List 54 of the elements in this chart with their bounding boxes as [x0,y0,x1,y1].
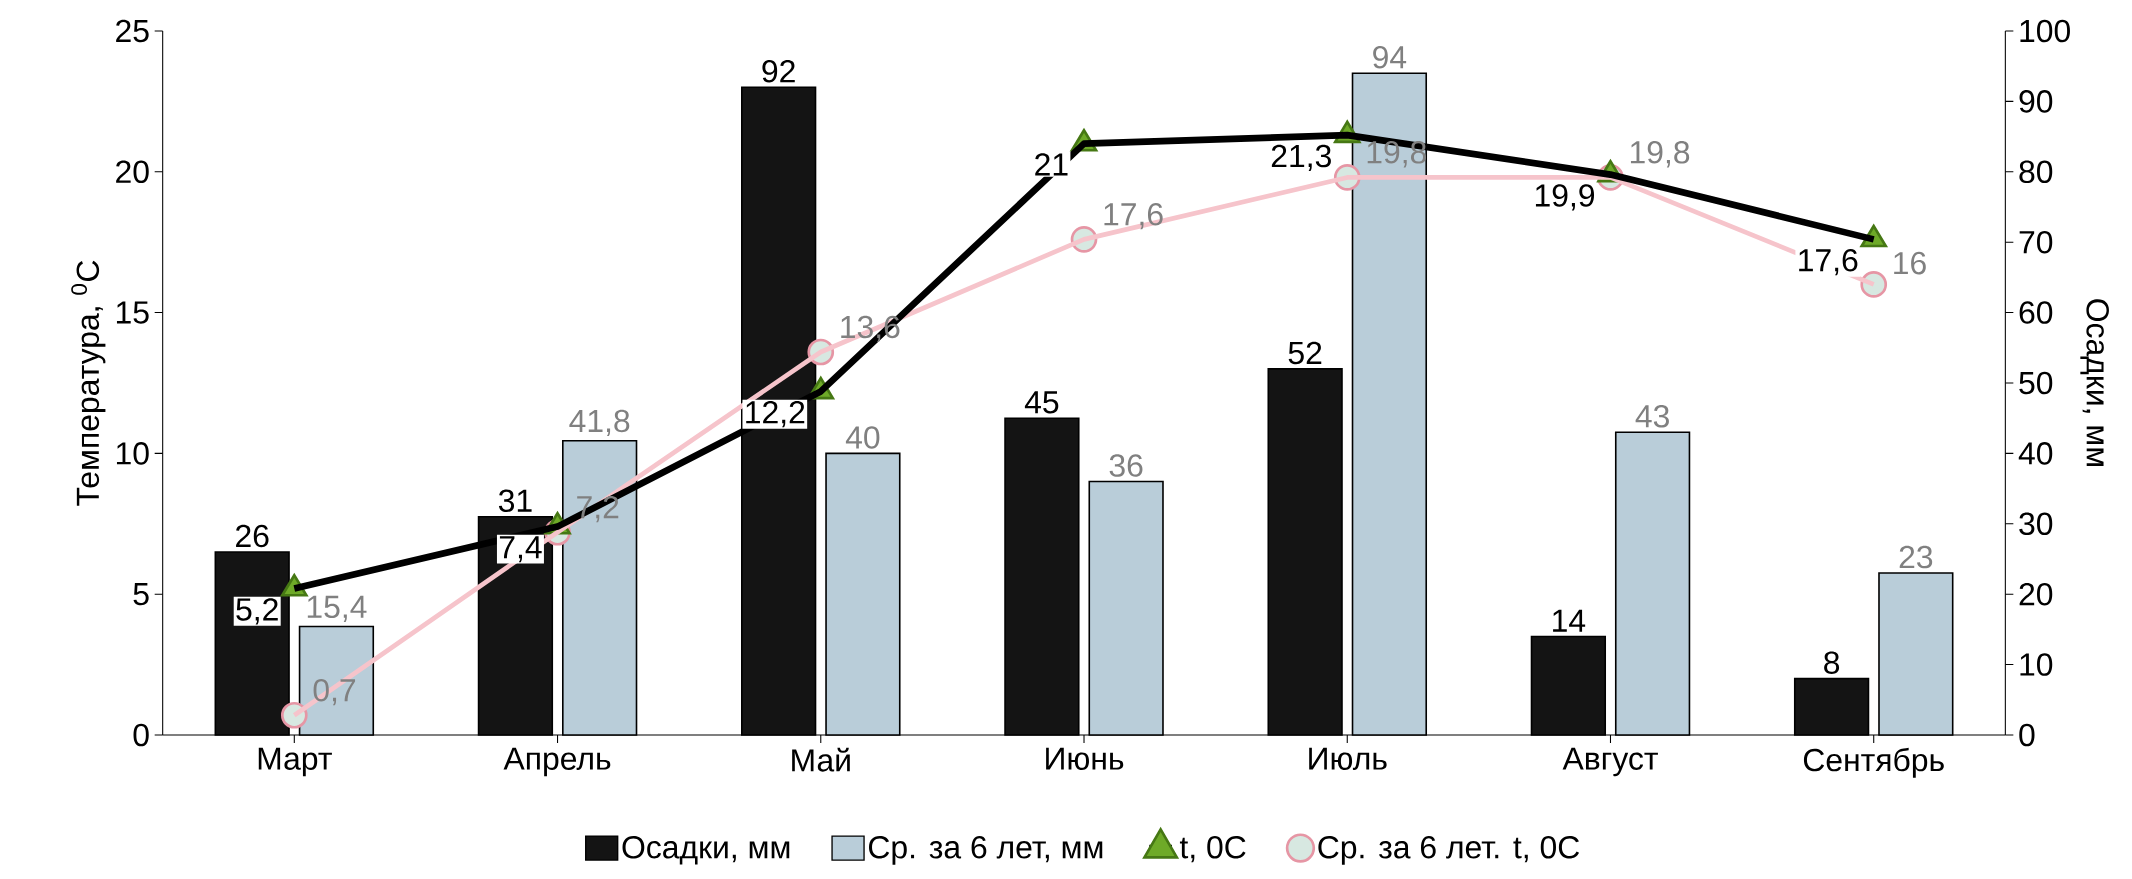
data-label: 94 [1373,45,1407,69]
data-label: 14 [1553,609,1586,632]
data-label: 40 [845,426,880,449]
data-label: 41,8 [569,409,630,437]
y2-tick-label: 70 [2019,230,2053,254]
x-tick-label: Июль [1309,747,1387,770]
data-label: 19,9 [1535,184,1595,211]
legend-label: Ср. за 6 лет. t, 0C [1318,835,1580,865]
y2-tick-label: 90 [2019,90,2053,113]
x-tick-label: Май [792,747,850,772]
legend-label: Осадки, мм [622,835,790,865]
y-tick-label: 0 [133,723,149,747]
data-label: 23 [1899,545,1933,569]
y2-tick-label: 80 [2019,160,2053,184]
data-label: 19,8 [1630,141,1690,168]
data-label: 21,3 [1271,144,1331,172]
data-label: 17,6 [1104,203,1163,230]
data-label: 43 [1635,405,1669,428]
legend-label: Ср. за 6 лет, мм [869,835,1103,865]
data-label: 36 [1109,454,1143,477]
x-tick-label: Июнь [1046,747,1124,770]
data-label: 92 [762,60,795,83]
data-label: 26 [236,524,269,548]
y-axis-title: Температура, $^{0}$С [71,260,106,506]
y2-tick-label: 20 [2019,582,2053,606]
y2-axis-title: Осадки, мм [2080,299,2109,466]
y-tick-label: 10 [116,442,149,465]
y-tick-label: 5 [133,583,149,606]
y2-tick-label: 0 [2019,723,2035,747]
y2-tick-label: 50 [2019,371,2053,395]
data-label: 17,6 [1799,248,1858,276]
y2-tick-label: 30 [2019,512,2053,536]
data-label: 5,2 [236,598,278,625]
x-tick-label: Март [258,747,332,777]
y2-tick-label: 60 [2019,301,2053,324]
data-label: 52 [1288,341,1322,365]
x-tick-label: Август [1562,747,1658,777]
data-label: 12,2 [746,401,805,428]
data-label: 8 [1824,651,1840,674]
legend-label: t, 0C [1179,835,1246,863]
data-label: 21 [1035,153,1068,176]
data-label: 7,4 [499,536,542,563]
y2-tick-label: 100 [2020,19,2070,43]
y2-tick-label: 40 [2018,442,2053,465]
y-tick-label: 20 [116,160,149,184]
y-tick-label: 25 [116,19,149,43]
x-tick-label: Апрель [503,747,611,777]
x-tick-label: Сентябрь [1803,747,1944,778]
data-label: 15,4 [307,595,367,622]
data-label: 45 [1024,391,1059,414]
y2-tick-label: 10 [2020,653,2053,676]
y-tick-label: 15 [116,301,149,324]
data-label: 31 [498,489,532,513]
data-label: 16 [1894,251,1926,275]
